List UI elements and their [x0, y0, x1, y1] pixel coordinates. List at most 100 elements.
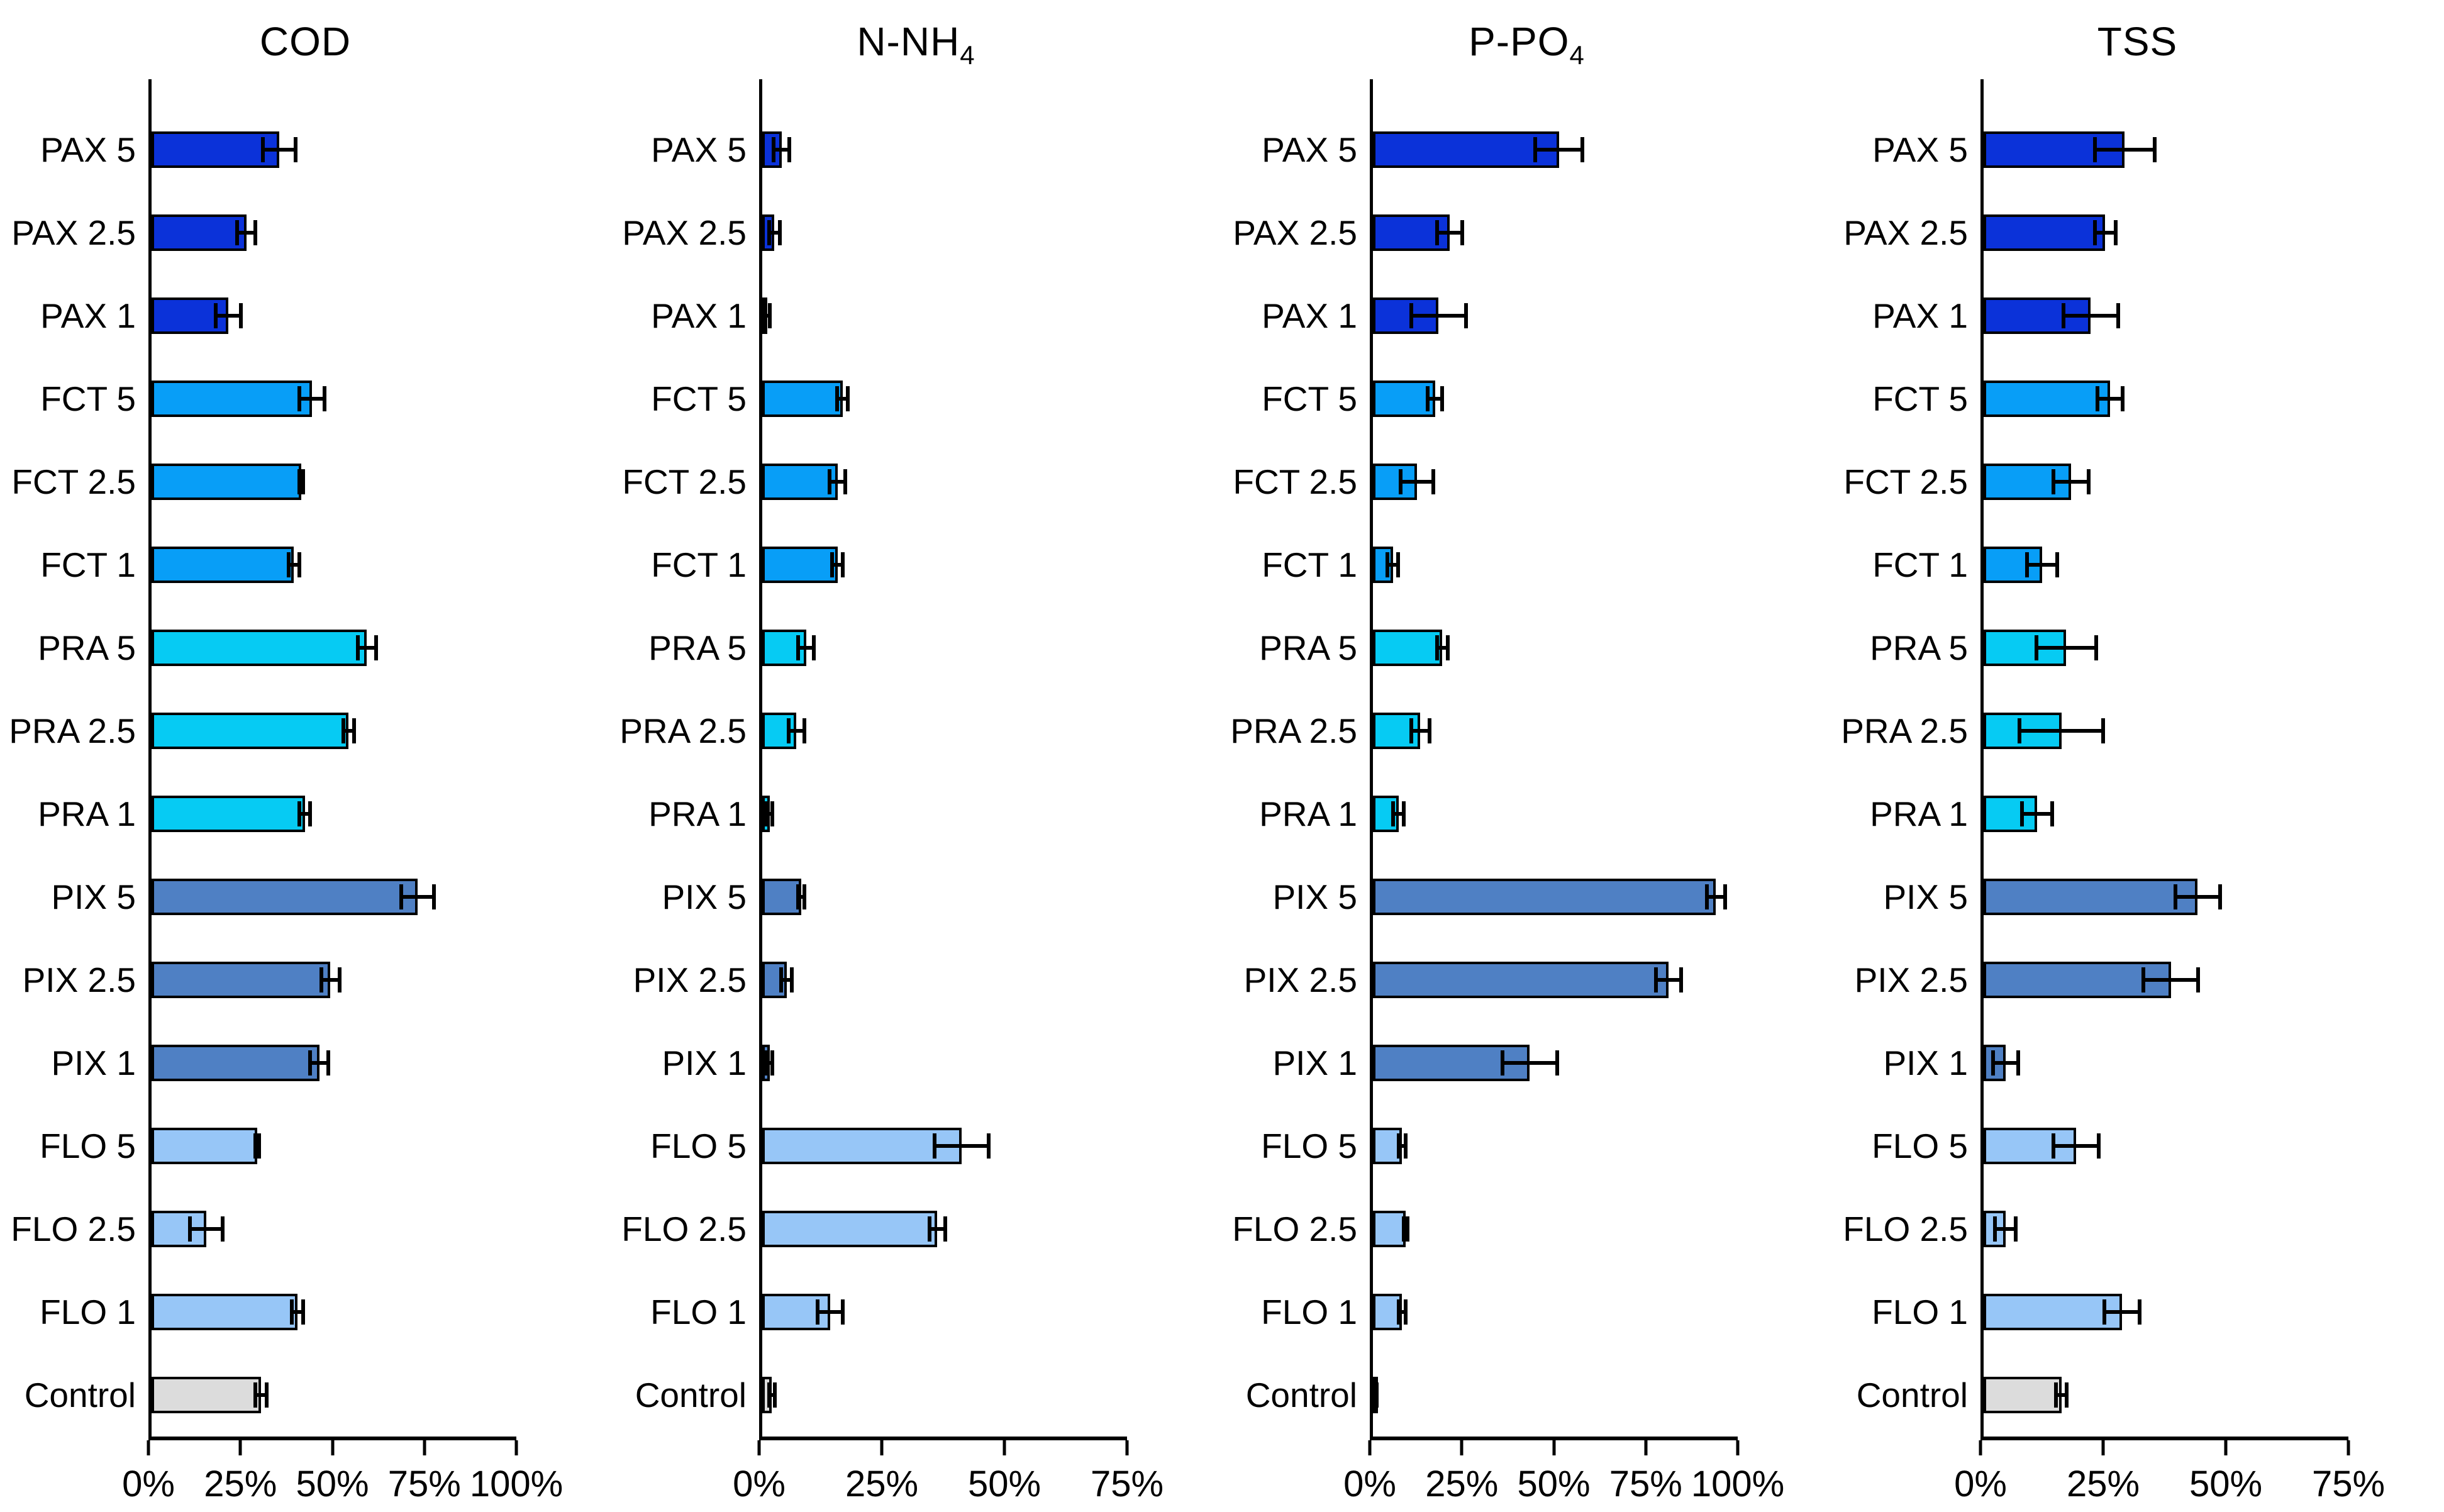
category-label: PAX 5 — [1872, 130, 1968, 169]
error-bar-cap-left — [1386, 552, 1390, 577]
category-label: Control — [1245, 1376, 1357, 1415]
error-bar-cap-right — [812, 635, 816, 660]
chart-row: FLO 1 — [0, 1270, 611, 1354]
error-bar-cap-right — [308, 801, 313, 826]
category-label: FCT 5 — [1262, 379, 1357, 418]
bar-track — [759, 1104, 1127, 1187]
x-tick — [1460, 1440, 1464, 1455]
category-label: PIX 5 — [662, 877, 747, 916]
error-bar-line — [1396, 1310, 1408, 1314]
error-bar-cap-right — [257, 1133, 261, 1159]
bar — [1373, 630, 1443, 666]
error-bar — [1501, 1050, 1559, 1076]
error-bar-cap-left — [1704, 884, 1709, 909]
error-bar-cap-left — [297, 386, 301, 411]
bar — [1373, 879, 1716, 915]
error-bar-line — [835, 397, 850, 401]
error-bar-cap-right — [301, 1299, 305, 1325]
category-label: PRA 1 — [38, 794, 136, 833]
error-bar-cap-right — [1555, 1050, 1559, 1076]
bar — [762, 1128, 962, 1164]
x-tick-label: 50% — [2189, 1464, 2263, 1504]
bar-track — [1370, 108, 1738, 191]
error-bar-cap-right — [802, 884, 806, 909]
bar-track — [1980, 855, 2348, 938]
bar — [762, 713, 797, 749]
error-bar — [796, 884, 806, 909]
error-bar-cap-left — [253, 1133, 258, 1159]
error-bar-cap-right — [1404, 1299, 1408, 1325]
bar-track — [148, 689, 516, 772]
error-bar-line — [1435, 231, 1464, 235]
x-tick — [2347, 1440, 2350, 1455]
error-bar — [1396, 1133, 1408, 1159]
error-bar-line — [1653, 978, 1683, 982]
category-label: FCT 5 — [1872, 379, 1968, 418]
error-bar — [2052, 469, 2091, 494]
category-label: PIX 5 — [1272, 877, 1357, 916]
error-bar-cap-right — [768, 303, 772, 328]
error-bar-cap-left — [767, 1382, 771, 1408]
error-bar-cap-left — [253, 1382, 258, 1408]
bar-track — [759, 440, 1127, 523]
chart-row: PIX 5 — [0, 855, 611, 938]
bar — [1984, 1294, 2123, 1330]
chart-row: PRA 5 — [611, 606, 1221, 689]
chart-row: FCT 1 — [1832, 523, 2443, 606]
error-bar-cap-right — [841, 1299, 845, 1325]
chart-row: PRA 5 — [1832, 606, 2443, 689]
error-bar-cap-right — [326, 1050, 331, 1076]
chart-row: FLO 2.5 — [1832, 1187, 2443, 1270]
plot-rows: PAX 5 PAX 2.5 PAX 1 FCT 5 FCT 2.5 FCT 1 PRA 5 P… — [611, 108, 1221, 1437]
chart-row: FCT 1 — [0, 523, 611, 606]
bar — [152, 879, 418, 915]
bar — [762, 547, 838, 583]
x-tick — [1125, 1440, 1129, 1455]
category-label: PRA 5 — [38, 628, 136, 667]
error-bar-cap-left — [1396, 1133, 1401, 1159]
error-bar-cap-left — [764, 801, 769, 826]
error-bar-cap-left — [261, 137, 265, 162]
error-bar — [1391, 801, 1406, 826]
bar — [152, 796, 305, 832]
category-label: PAX 2.5 — [1233, 213, 1357, 252]
bar — [1984, 1377, 2062, 1413]
error-bar — [399, 884, 436, 909]
error-bar-line — [290, 1310, 305, 1314]
error-bar-cap-right — [1374, 1382, 1379, 1408]
category-label: PRA 5 — [1870, 628, 1968, 667]
error-bar-cap-left — [1533, 137, 1538, 162]
error-bar-cap-right — [1460, 220, 1464, 245]
bar — [762, 1211, 938, 1247]
panel-title: N-NH4 — [857, 19, 975, 70]
error-bar-cap-left — [235, 220, 240, 245]
error-bar-cap-left — [2095, 386, 2099, 411]
error-bar-cap-right — [2016, 1050, 2020, 1076]
error-bar-line — [830, 563, 845, 567]
bar-track — [759, 772, 1127, 855]
bar — [1373, 297, 1439, 334]
chart-row: FLO 5 — [0, 1104, 611, 1187]
bar — [152, 214, 247, 251]
error-bar — [235, 220, 258, 245]
x-tick-label: 50% — [967, 1464, 1041, 1504]
error-bar-line — [2054, 1393, 2069, 1397]
error-bar — [1435, 635, 1450, 660]
chart-row: Control — [1221, 1354, 1832, 1437]
error-bar-line — [767, 1393, 777, 1397]
bar-track — [1980, 772, 2348, 855]
error-bar-cap-right — [2113, 220, 2118, 245]
chart-row: FLO 1 — [611, 1270, 1221, 1354]
error-bar-cap-left — [2052, 469, 2056, 494]
bar-track — [759, 689, 1127, 772]
error-bar-cap-left — [1402, 1216, 1406, 1242]
bar-track — [1980, 108, 2348, 191]
x-tick-label: 0% — [733, 1464, 786, 1504]
category-label: FCT 1 — [40, 545, 136, 584]
error-bar-line — [319, 978, 342, 982]
error-bar-cap-right — [1445, 635, 1450, 660]
x-tick — [331, 1440, 334, 1455]
error-bar-line — [816, 1310, 845, 1314]
x-axis: 0% 25% 50% 75% 100% — [1343, 1437, 1784, 1512]
error-bar-cap-left — [1391, 801, 1395, 826]
